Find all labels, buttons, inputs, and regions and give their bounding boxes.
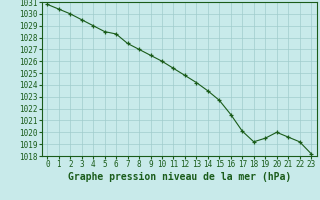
X-axis label: Graphe pression niveau de la mer (hPa): Graphe pression niveau de la mer (hPa) (68, 172, 291, 182)
